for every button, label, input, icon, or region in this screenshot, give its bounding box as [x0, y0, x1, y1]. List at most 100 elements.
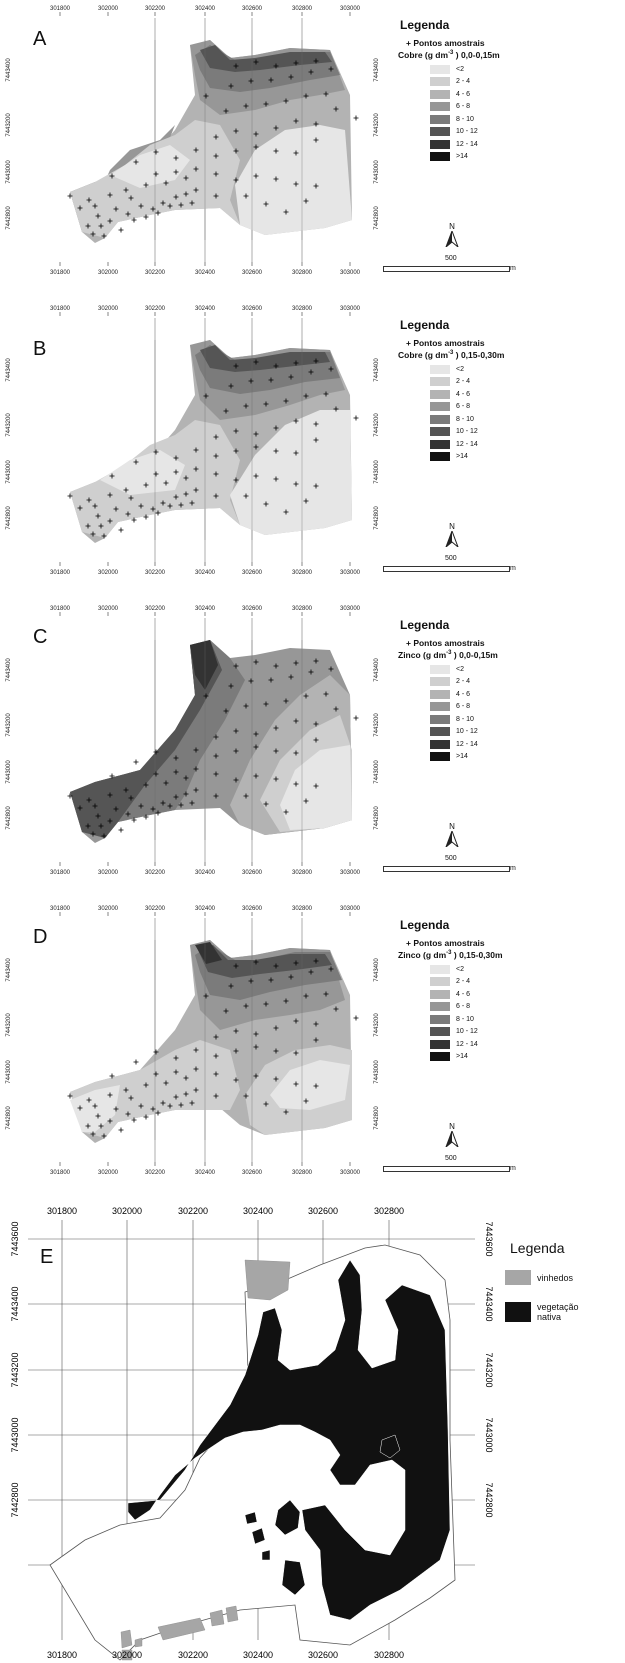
sample-point: [92, 1103, 98, 1109]
legend-var-suffix: ) 0,0-0,15m: [451, 650, 498, 660]
y-tick-label-right: 7443600: [484, 1221, 494, 1256]
x-tick-label-top: 302200: [145, 306, 166, 312]
sample-point: [233, 728, 239, 734]
sample-point: [203, 93, 209, 99]
sample-point: [143, 182, 149, 188]
sample-point: [353, 415, 359, 421]
sample-point: [213, 193, 219, 199]
sample-point: [163, 480, 169, 486]
sample-point: [273, 125, 279, 131]
sample-point: [223, 708, 229, 714]
x-tick-label-top: 302800: [292, 606, 313, 612]
x-tick-label-top: 302400: [195, 6, 216, 12]
x-tick-label-top: 303000: [340, 606, 361, 612]
sample-point: [293, 118, 299, 124]
sample-point: [213, 471, 219, 477]
y-tick-label-left: 7443200: [6, 113, 12, 137]
sample-point: [313, 121, 319, 127]
sample-point: [263, 701, 269, 707]
x-tick-label-bottom: 303000: [340, 1170, 361, 1176]
legend-class-label: <2: [456, 665, 464, 673]
sample-point: [273, 725, 279, 731]
native-vegetation-area: [379, 1434, 401, 1459]
legend-class-swatch: [430, 89, 450, 99]
x-tick-label-top: 303000: [340, 306, 361, 312]
legend-item-vinhedos: vinhedos: [505, 1270, 573, 1285]
legend-points-label: + Pontos amostrais: [406, 338, 485, 348]
sample-point: [77, 805, 83, 811]
y-tick-label-right: 7442800: [374, 806, 380, 830]
legend-var-suffix: ) 0,0-0,15m: [453, 50, 500, 60]
legend-class-swatch: [430, 1039, 450, 1049]
sample-point: [313, 721, 319, 727]
sample-point: [101, 533, 107, 539]
sample-point: [173, 469, 179, 475]
sample-point: [143, 814, 149, 820]
sample-point: [293, 750, 299, 756]
sample-point: [193, 766, 199, 772]
y-tick-label-left: 7442800: [10, 1482, 20, 1517]
legend-var-suffix: ) 0,15-0,30m: [451, 950, 503, 960]
sample-point: [253, 431, 259, 437]
sample-point: [109, 773, 115, 779]
sample-point: [253, 173, 259, 179]
sample-point: [113, 206, 119, 212]
sample-point: [138, 203, 144, 209]
sample-point: [118, 827, 124, 833]
sample-point: [150, 506, 156, 512]
sample-point: [86, 197, 92, 203]
sample-point: [333, 106, 339, 112]
vineyard-area: [244, 1259, 291, 1301]
sample-point: [98, 1123, 104, 1129]
y-tick-label-left: 7443400: [10, 1286, 20, 1321]
scale-value: 500: [445, 255, 457, 262]
sample-point: [193, 166, 199, 172]
sample-point: [160, 800, 166, 806]
y-tick-label-left: 7443200: [6, 413, 12, 437]
x-tick-label-bottom: 302200: [145, 870, 166, 876]
class-area: [100, 450, 185, 495]
sample-point: [67, 793, 73, 799]
sample-point: [303, 693, 309, 699]
sample-point: [213, 134, 219, 140]
sample-point: [253, 659, 259, 665]
legend-class-label: >14: [456, 153, 468, 161]
sample-point: [203, 993, 209, 999]
sample-point: [213, 493, 219, 499]
sample-point: [173, 494, 179, 500]
sample-point: [303, 498, 309, 504]
sample-point: [293, 150, 299, 156]
sample-point: [263, 501, 269, 507]
sample-point: [173, 794, 179, 800]
class-area: [70, 640, 222, 838]
legend-class-label: 4 - 6: [456, 90, 471, 98]
sample-point: [353, 1015, 359, 1021]
sample-point: [273, 176, 279, 182]
sample-point: [313, 1037, 319, 1043]
legend-class-swatch: [430, 964, 450, 974]
sample-point: [113, 506, 119, 512]
sample-point: [173, 769, 179, 775]
sample-point: [293, 1018, 299, 1024]
sample-point: [323, 391, 329, 397]
sample-point: [77, 1105, 83, 1111]
legend: Legenda + Pontos amostrais Zinco (g dm-3…: [398, 918, 598, 1063]
sample-point: [273, 425, 279, 431]
legend-class-row: 8 - 10: [430, 113, 598, 126]
x-tick-label-bottom: 302600: [242, 270, 263, 276]
sample-point: [101, 1133, 107, 1139]
sample-point: [160, 500, 166, 506]
legend-swatch: [505, 1302, 531, 1322]
sample-point: [167, 203, 173, 209]
sample-point: [128, 495, 134, 501]
sample-point: [273, 1076, 279, 1082]
sample-point: [243, 193, 249, 199]
class-list: <2 2 - 4 4 - 6 6 - 8 8 - 10 10 - 12 12 - 14 >14: [398, 63, 598, 163]
scale-unit: m: [510, 565, 516, 572]
sample-point: [303, 393, 309, 399]
sample-point: [268, 77, 274, 83]
sample-point: [253, 144, 259, 150]
legend-var-prefix: Zinco (g dm: [398, 650, 447, 660]
sample-point: [248, 378, 254, 384]
sample-point: [138, 803, 144, 809]
